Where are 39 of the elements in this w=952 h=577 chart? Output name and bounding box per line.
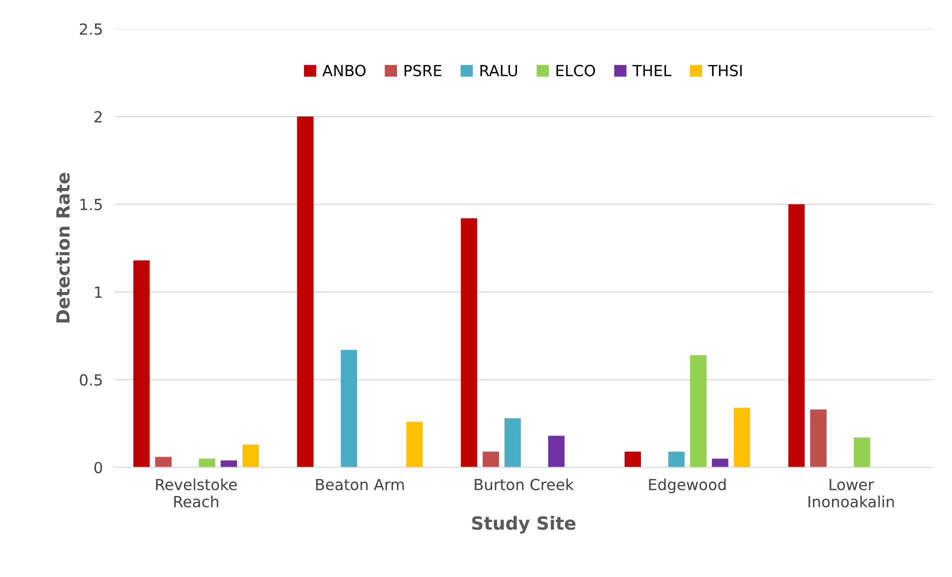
y-tick-label: 0.5 [80, 374, 102, 386]
legend-label: PSRE [404, 64, 442, 76]
y-tick-label: 1 [95, 286, 102, 298]
bar [504, 418, 521, 468]
bar [712, 458, 728, 468]
bar [548, 436, 565, 468]
x-tick-label: Beaton Arm [316, 478, 404, 490]
y-tick-label: 1.5 [80, 198, 102, 210]
bar [668, 452, 685, 468]
bar [133, 260, 150, 468]
x-tick-label: Edgewood [649, 478, 726, 494]
bar [690, 355, 706, 468]
legend-label: ELCO [556, 64, 596, 76]
bar [810, 409, 827, 468]
x-axis-title: Study Site [472, 516, 576, 534]
y-tick-label: 0 [94, 462, 102, 474]
bar [734, 408, 750, 468]
bar [482, 452, 500, 468]
y-tick-label: 2.5 [80, 23, 102, 35]
x-tick-label: Revelstoke Reach [156, 478, 237, 508]
bar [242, 444, 259, 468]
x-tick-label: Burton Creek [474, 478, 574, 490]
bar [854, 438, 870, 468]
y-tick-label: 2 [94, 111, 102, 122]
bar [198, 458, 216, 468]
bar [624, 452, 641, 468]
x-tick-label: Lower Inonoakalin [808, 478, 894, 508]
legend-label: THEL [632, 64, 672, 76]
legend-label: ANBO [322, 64, 366, 76]
y-axis-title: Detection Rate [56, 172, 70, 323]
bar [297, 116, 314, 468]
bar [220, 460, 238, 468]
bar [406, 422, 423, 468]
bar [155, 456, 172, 468]
bar [788, 204, 805, 468]
bar [340, 350, 358, 468]
bar [460, 218, 478, 468]
legend-label: THSI [708, 64, 742, 76]
legend-label: RALU [480, 64, 518, 76]
